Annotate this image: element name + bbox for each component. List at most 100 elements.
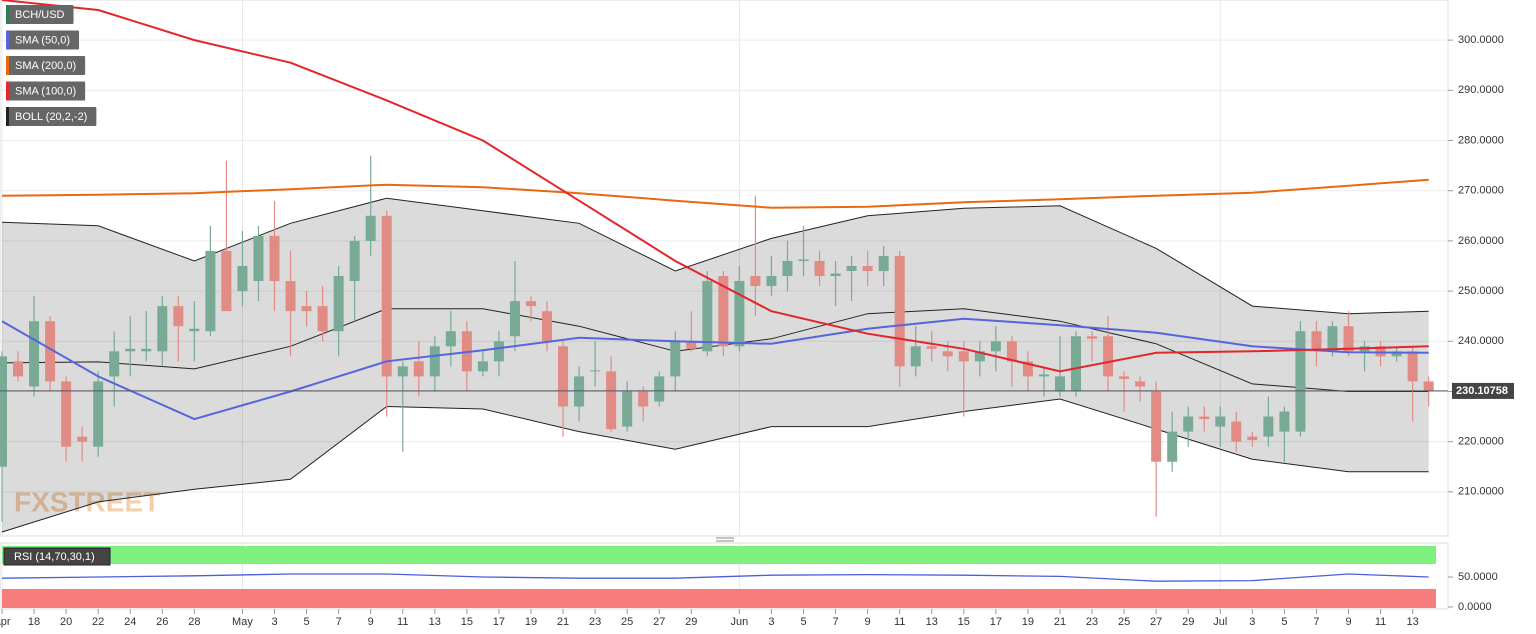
rsi-tick-label: 0.0000 — [1458, 601, 1492, 613]
x-tick-label: Apr — [0, 616, 11, 628]
candle-body — [1295, 331, 1306, 432]
y-tick-label: 240.0000 — [1458, 335, 1504, 347]
x-tick-label: 27 — [653, 616, 665, 628]
rsi-legend: RSI (14,70,30,1) — [3, 547, 111, 566]
candle-body — [910, 346, 921, 367]
candle-body — [830, 273, 841, 277]
candle-body — [558, 346, 569, 407]
candle-body — [718, 276, 729, 347]
panel-handle[interactable] — [716, 537, 734, 542]
candle-body — [686, 341, 697, 349]
y-tick-label: 270.0000 — [1458, 185, 1504, 197]
candle-body — [1343, 326, 1354, 352]
candle-body — [862, 265, 873, 272]
x-tick-label: 20 — [60, 616, 72, 628]
legend-item[interactable]: SMA (200,0) — [6, 56, 86, 75]
sma-line — [1, 0, 1429, 373]
rsi-oversold-zone — [2, 589, 1436, 608]
candle-body — [1247, 436, 1258, 441]
candle-body — [1391, 351, 1402, 357]
candle-body — [606, 371, 617, 430]
candle-body — [1311, 331, 1322, 352]
x-tick-label: 9 — [1345, 616, 1351, 628]
candle-body — [301, 306, 312, 312]
y-tick-label: 280.0000 — [1458, 134, 1504, 146]
x-tick-label: 7 — [832, 616, 838, 628]
candle-body — [814, 260, 825, 277]
last-price-tag — [1452, 382, 1514, 399]
candle-body — [429, 346, 440, 377]
x-tick-label: 3 — [1249, 616, 1255, 628]
rsi-overbought-zone — [2, 546, 1436, 564]
rsi-tick-label: 50.0000 — [1458, 571, 1498, 583]
candle-body — [269, 235, 280, 282]
candle-body — [878, 255, 889, 272]
x-tick-label: 13 — [926, 616, 938, 628]
sma-line — [1, 178, 1429, 209]
candle-body — [622, 391, 633, 427]
candle-body — [29, 321, 40, 387]
x-tick-label: 13 — [429, 616, 441, 628]
last-price-label: 230.10758 — [1456, 385, 1508, 397]
candle-body — [1119, 376, 1130, 379]
x-tick-label: 11 — [397, 616, 408, 628]
candle-body — [638, 391, 649, 407]
candle-body — [493, 341, 504, 362]
x-tick-label: 3 — [271, 616, 277, 628]
x-tick-label: 23 — [1086, 616, 1098, 628]
candle-body — [1263, 416, 1274, 437]
x-tick-label: 3 — [768, 616, 774, 628]
candle-body — [1375, 346, 1386, 357]
legend-item[interactable]: BCH/USD — [6, 5, 74, 24]
candle-body — [317, 306, 328, 332]
candle-body — [413, 361, 424, 377]
sma-line — [1, 317, 1429, 421]
candle-body — [333, 276, 344, 332]
legend-box — [6, 5, 74, 24]
x-tick-label: 13 — [1407, 616, 1419, 628]
candle-body — [509, 301, 520, 337]
y-tick-label: 250.0000 — [1458, 285, 1504, 297]
x-tick-label: 29 — [685, 616, 697, 628]
candle-body — [61, 381, 72, 447]
bollinger-lower — [1, 398, 1429, 533]
candle-body — [1135, 381, 1146, 387]
legend-item[interactable]: SMA (100,0) — [6, 81, 86, 101]
y-tick-label: 260.0000 — [1458, 235, 1504, 247]
legend-item[interactable]: BOLL (20,2,-2) — [6, 107, 97, 126]
candle-body — [525, 301, 536, 307]
candle-body — [1231, 421, 1242, 442]
candle-body — [670, 341, 681, 377]
candle-body — [365, 215, 376, 241]
legend-item[interactable]: SMA (50,0) — [6, 30, 80, 50]
bollinger-band — [2, 198, 1429, 532]
x-tick-label: 11 — [894, 616, 905, 628]
x-tick-label: 9 — [865, 616, 871, 628]
candle-body — [1038, 374, 1049, 377]
candle-body — [1167, 431, 1178, 462]
candle-body — [125, 348, 136, 352]
x-tick-label: 17 — [493, 616, 505, 628]
legend-box — [6, 56, 86, 75]
candle-body — [1407, 351, 1418, 382]
candle-body — [285, 281, 296, 312]
x-tick-label: 5 — [800, 616, 806, 628]
candle-body — [349, 240, 360, 282]
y-tick-label: 300.0000 — [1458, 34, 1504, 46]
legend-label: SMA (100,0) — [15, 85, 76, 97]
y-tick-label: 290.0000 — [1458, 84, 1504, 96]
candle-body — [750, 276, 761, 287]
x-tick-label: 26 — [156, 616, 168, 628]
legend-box — [6, 30, 80, 50]
x-tick-label: 28 — [188, 616, 200, 628]
x-tick-label: 21 — [1054, 616, 1066, 628]
candle-body — [45, 321, 56, 382]
candle-body — [1423, 381, 1434, 391]
legend-label: SMA (50,0) — [15, 34, 70, 46]
candle-body — [542, 311, 553, 342]
candle-body — [1103, 336, 1114, 377]
candle-body — [926, 346, 937, 349]
x-tick-label: 15 — [958, 616, 970, 628]
